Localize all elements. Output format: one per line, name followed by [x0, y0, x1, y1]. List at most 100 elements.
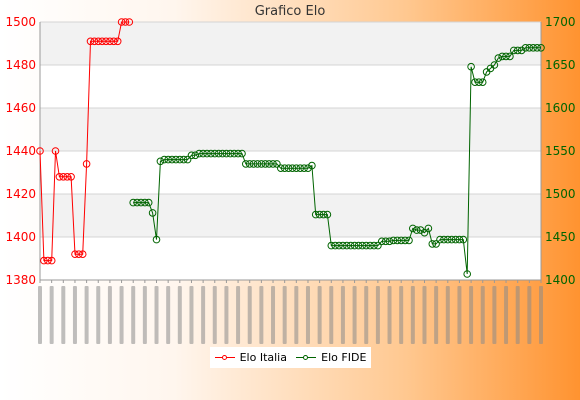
grid-band [40, 194, 541, 237]
x-tick-label-illegible [294, 286, 299, 344]
series-point-1 [343, 241, 351, 250]
series-point-1 [304, 164, 312, 172]
series-point-1 [315, 210, 324, 219]
x-tick-label-illegible [201, 286, 206, 344]
series-point-1 [234, 149, 242, 158]
series-point-1 [172, 155, 180, 164]
x-tick-label-illegible [38, 286, 42, 344]
series-point-1 [346, 241, 355, 250]
series-point-1 [292, 164, 301, 172]
x-tick-label-illegible [305, 286, 310, 344]
x-tick-label-illegible [457, 286, 462, 344]
x-tick-label-illegible [282, 286, 287, 344]
series-point-0 [125, 18, 134, 26]
series-point-1 [370, 241, 378, 250]
series-point-1 [432, 240, 440, 248]
series-point-1 [284, 164, 293, 172]
x-tick-label-illegible [177, 286, 182, 344]
series-point-0 [63, 173, 71, 181]
x-tick-label-illegible [539, 286, 543, 344]
series-point-1 [156, 157, 165, 166]
x-tick-label-illegible [515, 286, 520, 344]
series-point-1 [280, 164, 289, 172]
x-tick-label-illegible [131, 286, 136, 344]
x-tick-label-illegible [236, 286, 241, 344]
y-right-tick-label: 1400 [545, 273, 576, 287]
series-point-1 [459, 235, 468, 244]
series-point-1 [354, 241, 363, 250]
series-point-1 [436, 235, 444, 244]
y-right-tick-label: 1550 [545, 144, 576, 158]
x-tick-label-illegible [480, 286, 485, 344]
series-point-1 [366, 241, 374, 250]
series-point-1 [214, 149, 223, 158]
series-point-1 [381, 237, 390, 246]
series-point-1 [245, 160, 254, 168]
series-point-0 [82, 160, 91, 168]
series-point-1 [160, 155, 169, 164]
series-point-0 [36, 147, 44, 155]
series-point-0 [98, 37, 106, 46]
series-point-1 [478, 78, 487, 86]
x-tick-label-illegible [166, 286, 171, 344]
x-tick-label-illegible [504, 286, 509, 344]
series-point-1 [471, 78, 479, 86]
legend-label-fide: Elo FIDE [321, 351, 367, 364]
series-point-1 [393, 236, 402, 245]
series-point-1 [327, 241, 336, 250]
legend-swatch-fide [296, 353, 317, 363]
series-point-1 [141, 198, 149, 207]
series-point-0 [59, 173, 68, 181]
series-point-1 [183, 155, 192, 164]
series-point-1 [129, 198, 137, 207]
chart-title: Grafico Elo [254, 4, 326, 19]
series-point-0 [78, 250, 87, 258]
x-tick-label-illegible [271, 286, 276, 344]
series-point-1 [148, 209, 157, 217]
series-point-1 [451, 235, 460, 244]
series-point-0 [75, 250, 83, 258]
y-right-tick-label: 1650 [545, 58, 576, 72]
series-point-0 [117, 18, 126, 26]
series-point-0 [94, 37, 103, 46]
series-point-1 [179, 155, 188, 164]
x-tick-label-illegible [329, 286, 334, 344]
x-tick-label-illegible [375, 286, 380, 344]
series-point-1 [389, 236, 398, 245]
series-point-1 [350, 241, 359, 250]
x-tick-label-illegible [96, 286, 101, 344]
series-point-1 [440, 235, 448, 244]
x-tick-label-illegible [142, 286, 147, 344]
series-point-1 [296, 164, 305, 172]
series-point-1 [490, 61, 499, 69]
grid-band [40, 22, 541, 65]
series-point-1 [358, 241, 367, 250]
x-tick-label-illegible [527, 286, 532, 344]
series-point-1 [168, 155, 176, 164]
x-tick-label-illegible [399, 286, 404, 344]
x-tick-label-illegible [189, 286, 194, 344]
series-point-1 [331, 241, 340, 250]
series-point-0 [106, 37, 114, 46]
series-point-1 [269, 160, 277, 168]
series-point-1 [323, 210, 332, 219]
x-tick-label-illegible [445, 286, 450, 344]
x-tick-label-illegible [492, 286, 497, 344]
series-point-1 [265, 160, 273, 168]
legend-label-italia: Elo Italia [239, 351, 287, 364]
series-point-0 [71, 250, 79, 258]
series-point-1 [261, 160, 270, 168]
series-point-0 [51, 147, 60, 155]
x-tick-label-illegible [410, 286, 415, 344]
y-right-tick-label: 1600 [545, 101, 576, 115]
x-tick-label-illegible [317, 286, 322, 344]
series-point-0 [47, 256, 56, 265]
series-point-1 [517, 46, 526, 55]
x-tick-label-illegible [247, 286, 252, 344]
series-point-1 [424, 224, 433, 233]
series-point-1 [176, 155, 184, 164]
series-point-0 [55, 173, 64, 181]
x-tick-label-illegible [469, 286, 474, 344]
series-point-1 [498, 52, 507, 61]
series-point-1 [405, 236, 413, 245]
